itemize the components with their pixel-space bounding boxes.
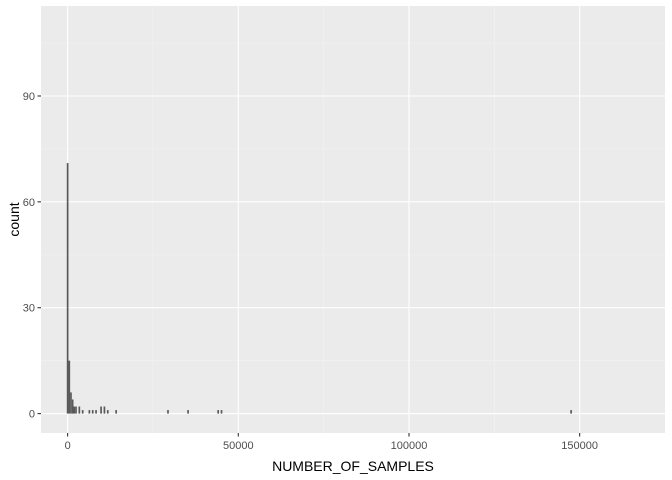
histogram-bar xyxy=(106,410,109,414)
histogram-bar xyxy=(71,399,74,414)
histogram-bar xyxy=(100,406,102,414)
y-tick-label: 60 xyxy=(23,197,35,209)
histogram-bar xyxy=(103,406,106,414)
histogram-bar xyxy=(220,410,223,414)
histogram-bar xyxy=(75,406,77,414)
histogram-bar xyxy=(187,410,189,414)
histogram-bars xyxy=(66,163,572,414)
y-axis-ticks: 0 30 60 90 xyxy=(23,91,41,421)
major-gridlines xyxy=(41,6,665,433)
histogram-bar xyxy=(66,163,69,414)
minor-gridlines xyxy=(41,6,665,433)
x-tick-label: 50000 xyxy=(223,440,254,452)
histogram-bar xyxy=(78,406,81,414)
histogram-bar xyxy=(217,410,220,414)
histogram-bar xyxy=(68,360,71,414)
x-tick-label: 100000 xyxy=(391,440,428,452)
x-tick-label: 0 xyxy=(65,440,71,452)
histogram-bar xyxy=(88,410,91,414)
y-tick-label: 0 xyxy=(29,409,35,421)
histogram-bar xyxy=(81,410,84,414)
histogram-bar xyxy=(115,410,117,414)
histogram-bar xyxy=(570,410,572,414)
x-axis-title: NUMBER_OF_SAMPLES xyxy=(272,458,434,474)
histogram-bar xyxy=(95,410,97,414)
histogram-bar xyxy=(167,410,169,414)
x-axis-ticks: 0 50000 100000 150000 xyxy=(65,433,598,452)
y-tick-label: 30 xyxy=(23,303,35,315)
x-tick-label: 150000 xyxy=(561,440,598,452)
histogram-bar xyxy=(70,392,72,414)
histogram-bar xyxy=(91,410,94,414)
y-tick-label: 90 xyxy=(23,91,35,103)
plot-panel xyxy=(41,6,665,433)
y-axis-title: count xyxy=(6,202,22,236)
histogram-bar xyxy=(73,406,76,414)
